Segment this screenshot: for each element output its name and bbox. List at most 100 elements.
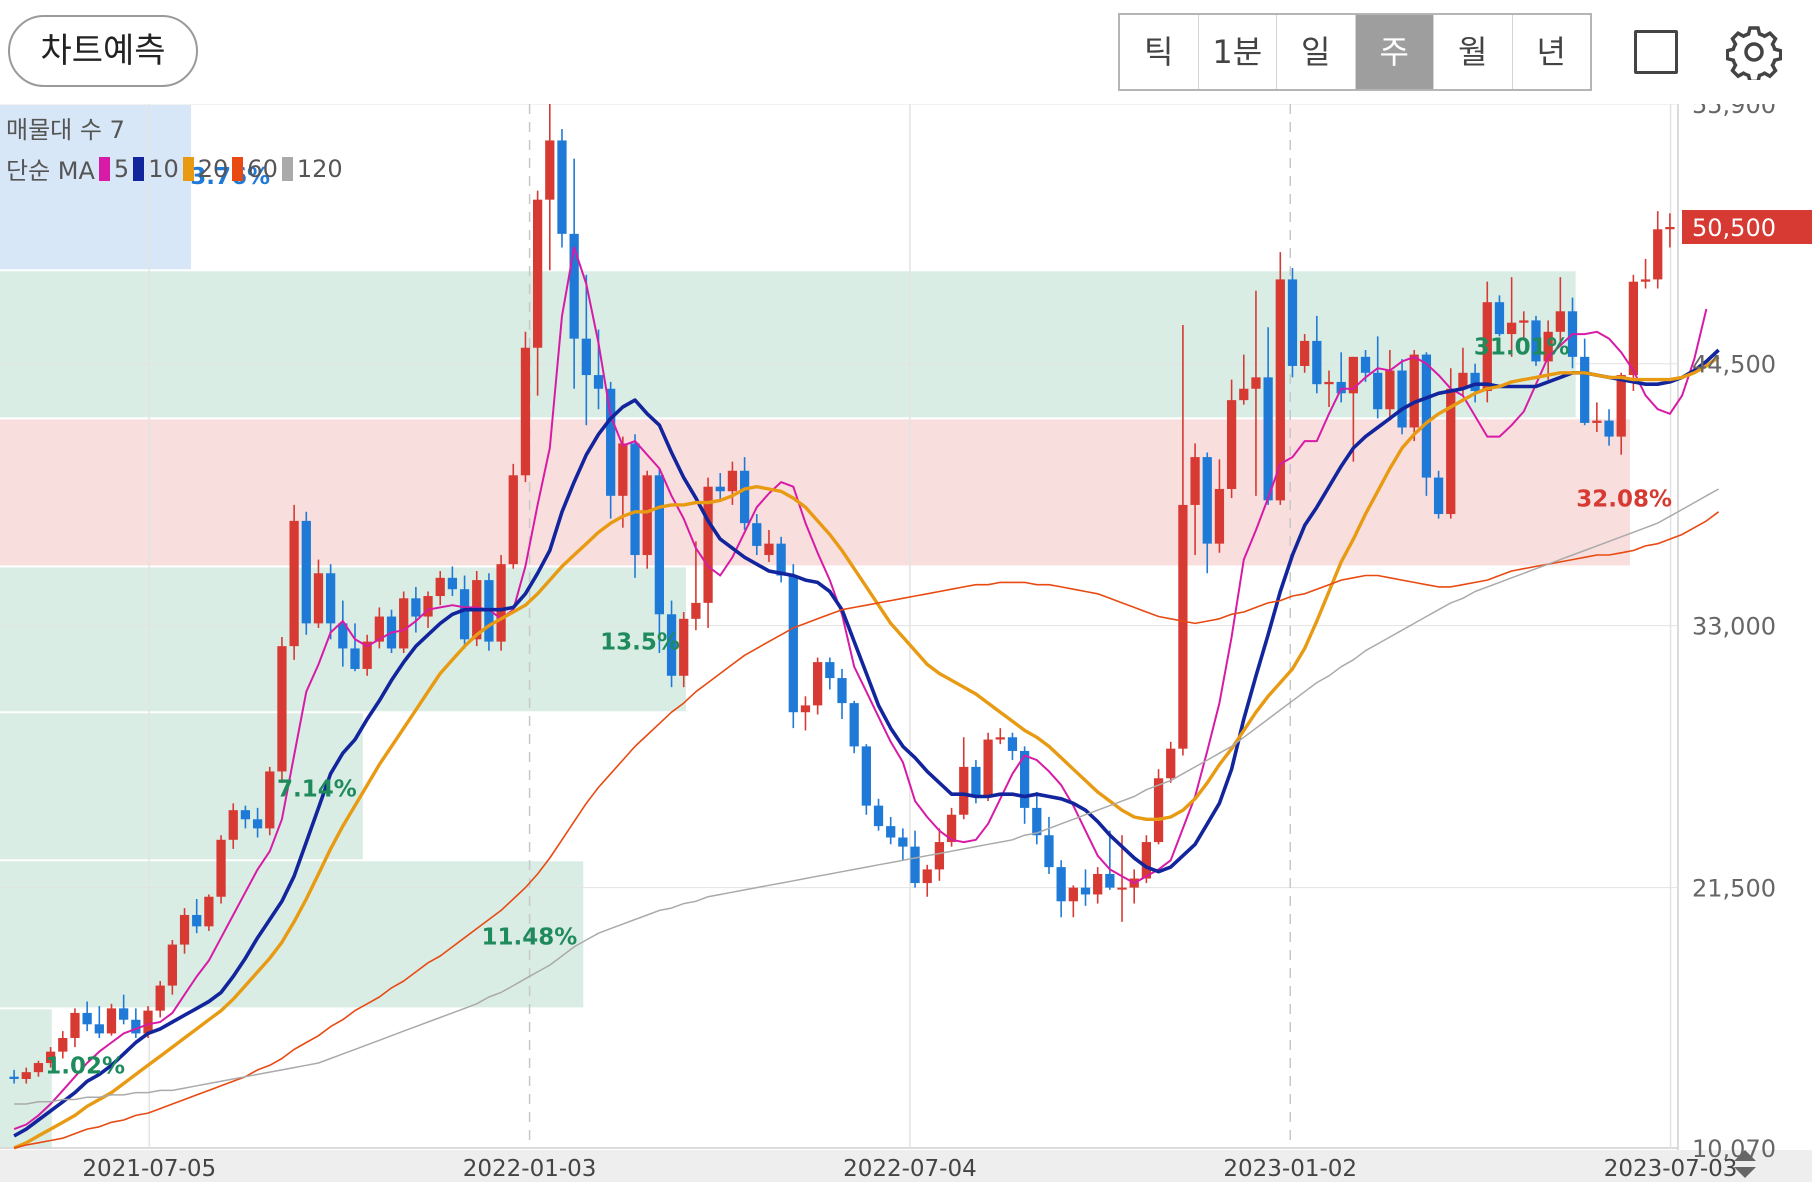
candle-body — [1007, 737, 1018, 751]
moving-average-legend: 단순 MA 5 10 20 60 120 — [6, 151, 343, 186]
volume-profile-pct-label: 31.01% — [1474, 334, 1570, 360]
candle-body — [813, 662, 823, 706]
candle-body — [593, 375, 604, 389]
candle — [1080, 869, 1091, 906]
ma-line-120 — [14, 488, 1719, 1105]
candle-body — [21, 1072, 31, 1079]
ma-legend-prefix: 단순 MA — [6, 157, 95, 185]
tab-period-1[interactable]: 1분 — [1199, 15, 1277, 89]
candle-body — [192, 914, 202, 927]
candle-body — [1275, 279, 1285, 501]
candle-body — [326, 573, 336, 624]
candle-body — [459, 589, 470, 640]
candle — [313, 559, 324, 628]
candle — [1032, 791, 1042, 845]
ma-swatch-60 — [232, 156, 244, 181]
candle — [374, 607, 384, 649]
candle — [1385, 350, 1395, 421]
ma-line-5 — [13, 246, 1708, 1131]
candle-body — [959, 766, 969, 815]
period-tab-bar: 틱 1분 일 주 월 년 — [1118, 13, 1592, 91]
candle — [399, 591, 409, 653]
candle-body — [825, 662, 835, 679]
candle — [995, 728, 1005, 745]
candle-body — [435, 577, 445, 597]
volume-profile-pct-label: 3.76% — [190, 164, 270, 190]
candle — [886, 817, 896, 845]
candle — [1482, 281, 1492, 403]
candle-body — [520, 347, 531, 476]
candle-body — [1080, 887, 1091, 895]
tab-period-4[interactable]: 월 — [1434, 15, 1513, 89]
candle-body — [1397, 370, 1407, 428]
candle-body — [1105, 873, 1115, 888]
ma-swatch-10 — [133, 156, 145, 181]
square-icon[interactable] — [1634, 30, 1678, 74]
candle-body — [1336, 381, 1346, 394]
candle-body — [1628, 281, 1639, 376]
candle — [228, 803, 238, 849]
candle — [1020, 746, 1030, 824]
candle — [326, 564, 336, 640]
candle — [155, 981, 165, 1018]
candle — [898, 828, 908, 861]
y-tick-label: 10,070 — [1692, 1135, 1776, 1163]
candle — [1494, 295, 1505, 337]
candle — [277, 637, 287, 783]
candle — [1044, 817, 1054, 874]
candle-body — [1373, 372, 1383, 410]
candle-body — [727, 470, 738, 492]
candlestick-chart[interactable]: 1.02%11.48%7.14%13.5%32.08%31.01%3.76%55… — [0, 104, 1812, 1182]
candle — [606, 381, 616, 519]
x-tick-label: 2022-07-04 — [843, 1156, 977, 1182]
candle — [666, 600, 677, 688]
candle-body — [265, 771, 275, 829]
candle-body — [277, 646, 287, 772]
candle — [1324, 370, 1334, 407]
price-axis-panel — [1678, 104, 1812, 1182]
tab-period-3[interactable]: 주 — [1355, 15, 1434, 89]
candle-body — [1446, 388, 1456, 515]
candle-body — [1239, 388, 1249, 401]
gear-icon[interactable] — [1726, 24, 1782, 80]
candle — [922, 864, 932, 897]
tab-period-2[interactable]: 일 — [1277, 15, 1356, 89]
candle — [1226, 379, 1237, 499]
candle-body — [131, 1019, 141, 1034]
tab-period-0[interactable]: 틱 — [1120, 15, 1199, 89]
tab-period-5[interactable]: 년 — [1536, 33, 1566, 71]
candle-body — [1555, 311, 1565, 332]
candle-body — [508, 475, 518, 565]
x-tick-label: 2022-01-03 — [463, 1156, 597, 1182]
candle — [350, 623, 360, 672]
candle-body — [1287, 279, 1298, 366]
candle — [1531, 315, 1541, 366]
candle — [1580, 338, 1590, 426]
candle-body — [301, 520, 311, 624]
candle-body — [1543, 331, 1553, 362]
candle — [545, 104, 555, 271]
candle-body — [216, 839, 226, 897]
candle — [1507, 277, 1517, 357]
candle — [1616, 372, 1626, 455]
candle-body — [167, 944, 177, 986]
candle — [1628, 274, 1639, 392]
y-tick-label: 21,500 — [1692, 875, 1776, 903]
volume-profile-pct-label: 7.14% — [277, 776, 357, 802]
candle-body — [1409, 354, 1419, 428]
current-price-badge — [1682, 210, 1812, 245]
candle — [435, 570, 445, 606]
candle — [630, 434, 640, 578]
candle-body — [1312, 340, 1322, 385]
candle-body — [1117, 887, 1127, 890]
volume-profile-band-1 — [0, 861, 584, 1008]
candle-body — [1470, 372, 1480, 392]
chart-predict-button[interactable]: 차트예측 — [8, 15, 198, 87]
time-axis-bar — [0, 1150, 1812, 1182]
candle — [192, 899, 202, 934]
scroll-updown-icon[interactable] — [1730, 1148, 1760, 1180]
candle — [1592, 402, 1602, 433]
candle — [70, 1008, 80, 1048]
candle — [1117, 835, 1127, 922]
candle — [800, 696, 811, 731]
